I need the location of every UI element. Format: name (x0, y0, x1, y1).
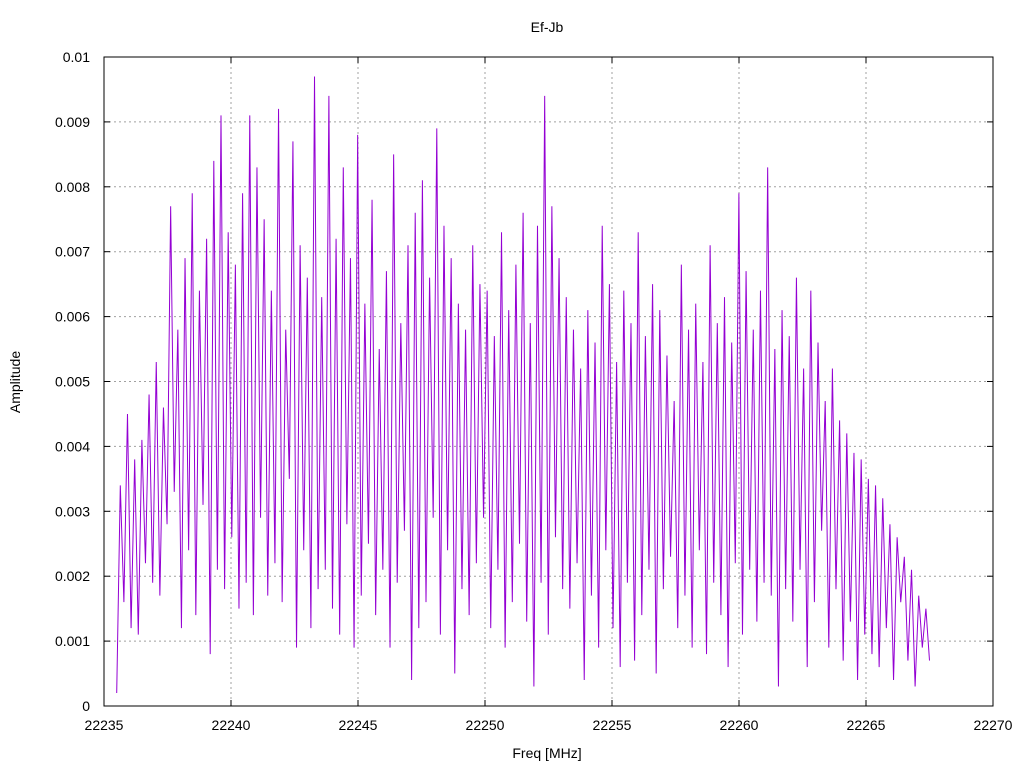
x-tick-labels: 22235 22240 22245 22250 22255 22260 22265 22270 (85, 717, 1013, 733)
y-tick-labels: 0 0.001 0.002 0.003 0.004 0.005 0.006 0.007 0.00… (55, 49, 90, 714)
x-tick-label: 22265 (847, 717, 886, 733)
chart-title: Ef-Jb (531, 19, 564, 35)
x-tick-label: 22255 (593, 717, 632, 733)
x-tick-label: 22270 (974, 717, 1013, 733)
plot-frame (103, 56, 994, 707)
x-tick-label: 22245 (339, 717, 378, 733)
y-tick-label: 0.001 (55, 633, 90, 649)
amplitude-series-line (116, 76, 930, 694)
y-tick-label: 0.004 (55, 438, 90, 454)
y-tick-label: 0.009 (55, 114, 90, 130)
x-tick-label: 22235 (85, 717, 124, 733)
y-tick-label: 0.008 (55, 179, 90, 195)
y-tick-label: 0.005 (55, 374, 90, 390)
y-tick-label: 0.002 (55, 568, 90, 584)
y-axis-label: Amplitude (7, 351, 23, 413)
y-tick-label: 0 (82, 698, 90, 714)
y-tick-label: 0.007 (55, 244, 90, 260)
x-tick-label: 22250 (466, 717, 505, 733)
x-axis-label: Freq [MHz] (512, 745, 581, 761)
x-tick-label: 22260 (720, 717, 759, 733)
x-tick-label: 22240 (212, 717, 251, 733)
y-tick-label: 0.003 (55, 503, 90, 519)
y-tick-label: 0.006 (55, 309, 90, 325)
y-tick-label: 0.01 (63, 49, 90, 65)
